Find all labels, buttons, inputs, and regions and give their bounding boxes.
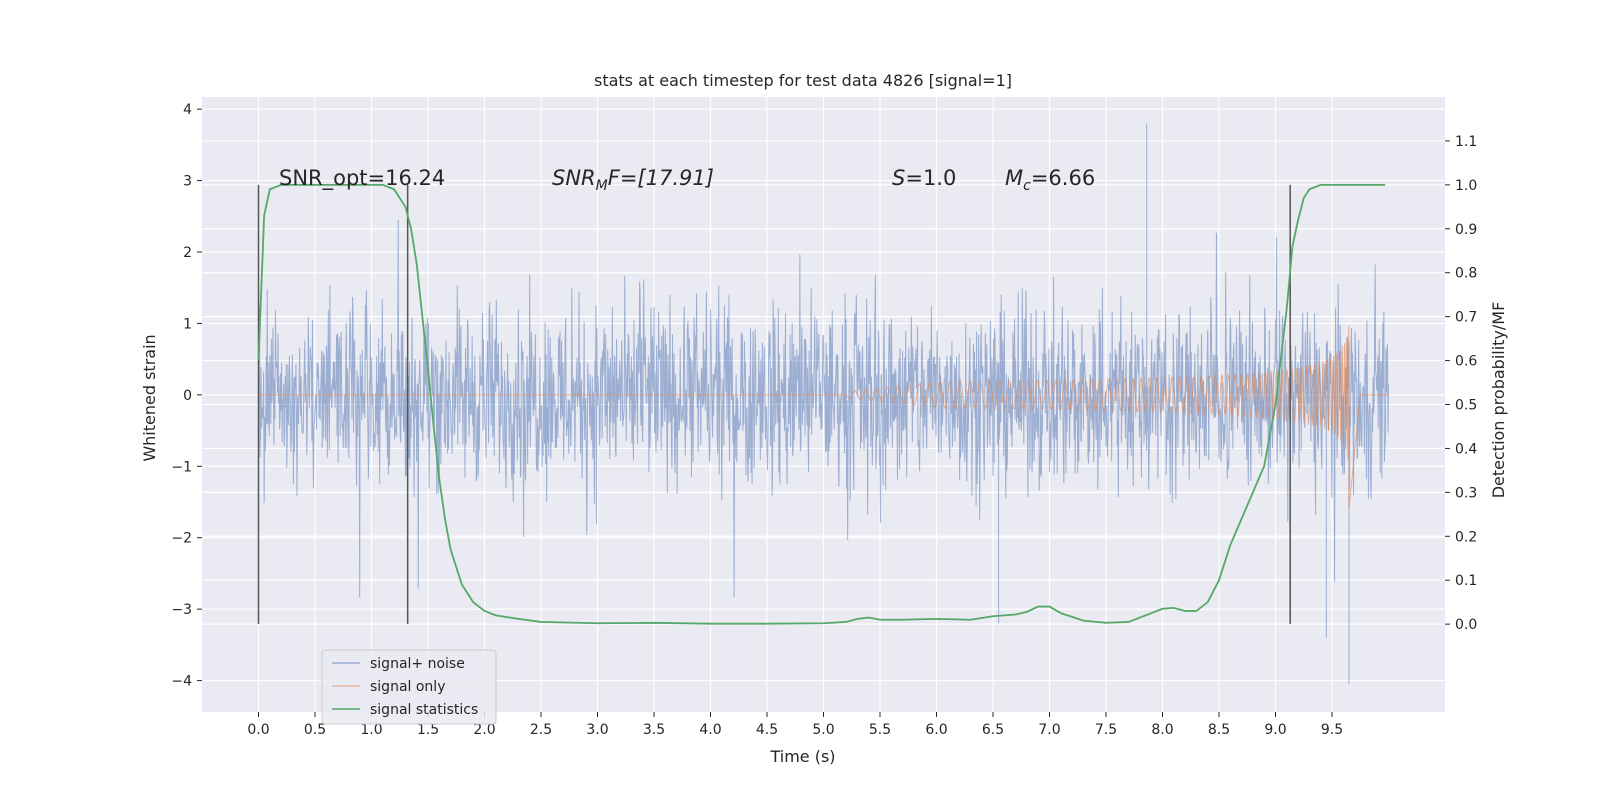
- legend-label-signal-noise: signal+ noise: [370, 656, 465, 672]
- noise-trace: [258, 123, 1389, 685]
- y-tick-label-right: 0.9: [1455, 222, 1477, 238]
- y-tick-label-right: 0.8: [1455, 266, 1477, 282]
- snr-mf-sub: M: [596, 178, 608, 194]
- y-tick-label-left: −4: [171, 674, 192, 690]
- y-tick-label-left: −3: [171, 602, 192, 618]
- statistics-line: [257, 183, 1386, 625]
- x-tick-label: 4.0: [699, 722, 721, 738]
- annotation-snr-mf: SNRMF=[17.91]: [552, 166, 714, 194]
- series-signal-statistics: [257, 183, 1386, 625]
- y-tick-label-right: 0.2: [1455, 529, 1477, 545]
- y-tick-label-left: 0: [183, 388, 192, 404]
- y-tick-label-right: 0.3: [1455, 485, 1477, 501]
- x-tick-label: 1.5: [417, 722, 439, 738]
- y-tick-label-left: 2: [183, 245, 192, 261]
- s-main: S: [892, 166, 905, 190]
- y-tick-label-left: −2: [171, 531, 192, 547]
- y-tick-label-left: 1: [183, 316, 192, 332]
- x-tick-label: 7.5: [1095, 722, 1117, 738]
- annotation-snr-opt: SNR_opt=16.24: [279, 166, 445, 191]
- y-tick-label-right: 0.1: [1455, 573, 1477, 589]
- y-axis-label-left: Whitened strain: [140, 334, 159, 461]
- x-tick-label: 8.0: [1151, 722, 1173, 738]
- chirp-trace: [258, 326, 1389, 510]
- y-tick-label-right: 0.5: [1455, 398, 1477, 414]
- y-tick-label-right: 1.1: [1455, 134, 1477, 150]
- series-signal-noise: [258, 123, 1389, 685]
- x-tick-label: 5.5: [869, 722, 891, 738]
- y-tick-label-left: 3: [183, 174, 192, 190]
- legend-label-signal-only: signal only: [370, 679, 445, 695]
- x-tick-label: 6.0: [925, 722, 947, 738]
- x-tick-label: 9.0: [1264, 722, 1286, 738]
- x-tick-label: 6.5: [982, 722, 1004, 738]
- annotation-s: S=1.0: [892, 166, 956, 190]
- y-tick-label-right: 1.0: [1455, 178, 1477, 194]
- y-tick-label-right: 0.4: [1455, 441, 1477, 457]
- x-tick-label: 9.5: [1321, 722, 1343, 738]
- y-tick-label-left: −1: [171, 459, 192, 475]
- axis-ticks: 0.0 0.5 1.0 1.5 2.0 2.5 3.0 3.5 4.0 4.5 5.0 5.5 6.0 6…: [171, 102, 1477, 738]
- chart-title: stats at each timestep for test data 482…: [594, 71, 1012, 90]
- x-tick-label: 7.0: [1038, 722, 1060, 738]
- series-signal-only: [258, 326, 1389, 510]
- x-axis-label: Time (s): [769, 747, 835, 766]
- vertical-markers: [257, 184, 1291, 625]
- annotation-mc: Mc=6.66: [1005, 166, 1095, 194]
- snr-mf-main: SNR: [552, 166, 596, 190]
- x-tick-label: 4.5: [756, 722, 778, 738]
- y-tick-label-right: 0.0: [1455, 617, 1477, 633]
- x-tick-label: 5.0: [812, 722, 834, 738]
- y-axis-label-right: Detection probability/MF: [1489, 302, 1508, 499]
- x-tick-label: 2.0: [473, 722, 495, 738]
- snr-mf-rest: F=[17.91]: [608, 166, 714, 190]
- s-rest: =1.0: [905, 166, 956, 190]
- x-tick-label: 1.0: [360, 722, 382, 738]
- legend-box: [321, 649, 497, 725]
- x-tick-label: 0.5: [304, 722, 326, 738]
- y-tick-label-right: 0.7: [1455, 310, 1477, 326]
- mc-rest: =6.66: [1031, 166, 1095, 190]
- x-tick-label: 3.0: [586, 722, 608, 738]
- y-tick-label-left: 4: [183, 102, 192, 118]
- legend: signal+ noise signal only signal statist…: [321, 649, 497, 725]
- y-tick-label-right: 0.6: [1455, 354, 1477, 370]
- x-tick-label: 2.5: [530, 722, 552, 738]
- mc-sub: c: [1023, 178, 1031, 194]
- x-tick-label: 3.5: [643, 722, 665, 738]
- x-tick-label: 8.5: [1208, 722, 1230, 738]
- x-tick-label: 0.0: [247, 722, 269, 738]
- legend-label-signal-statistics: signal statistics: [370, 702, 478, 718]
- mc-main: M: [1005, 166, 1023, 190]
